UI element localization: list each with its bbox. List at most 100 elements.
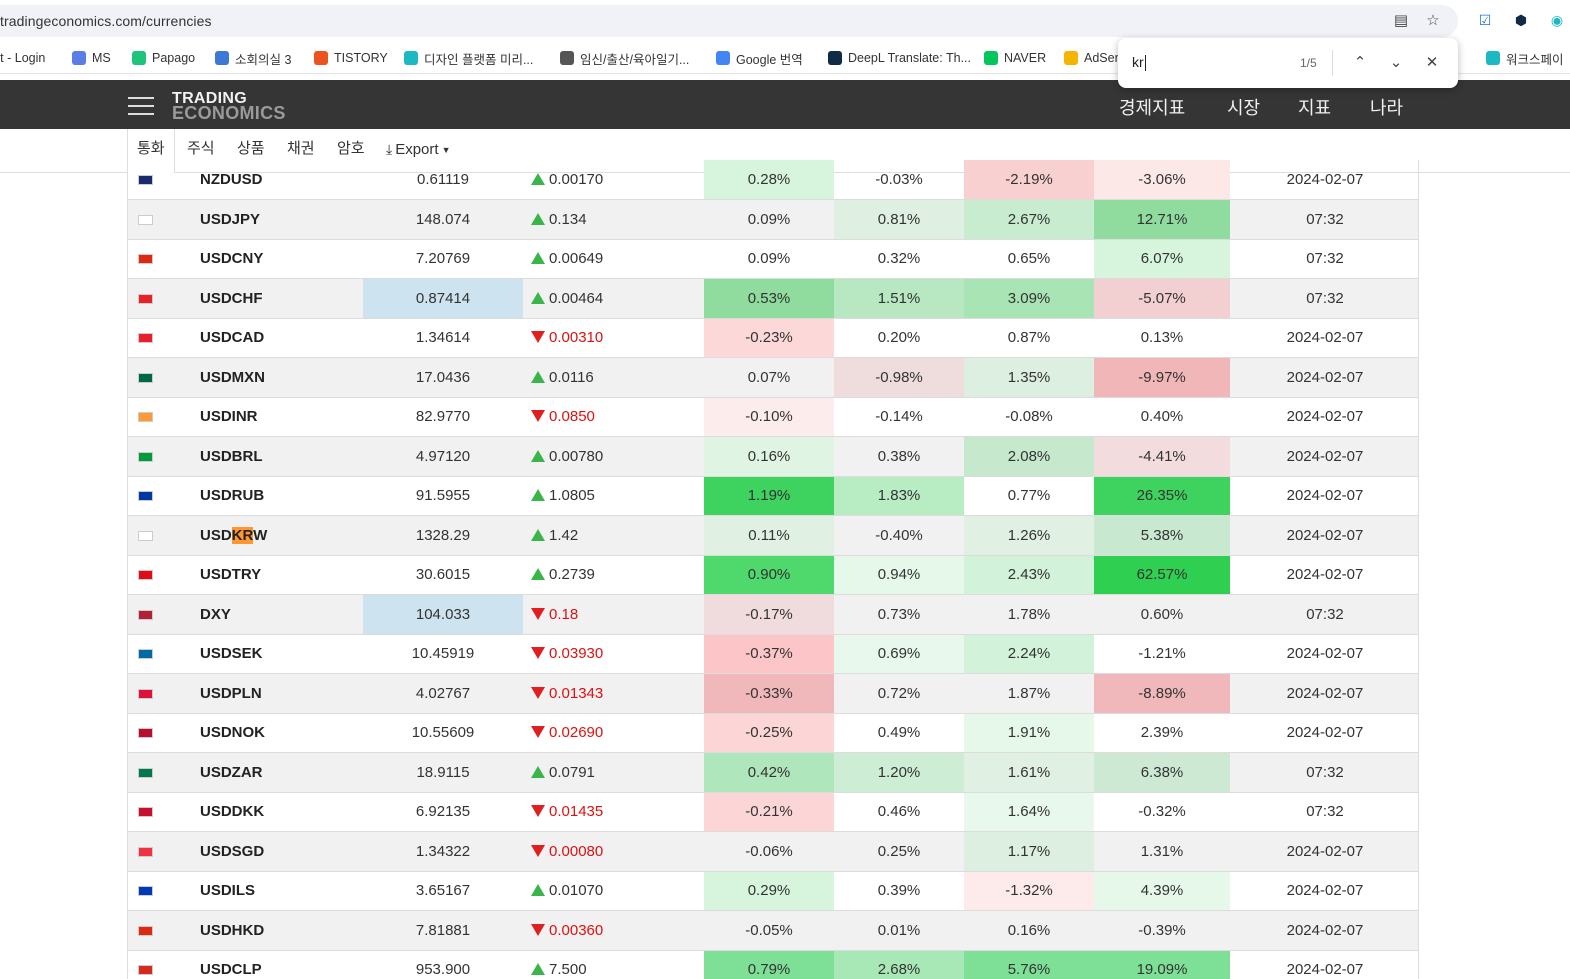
bookmark-label: Google 번역 <box>736 52 803 67</box>
symbol-link[interactable]: DXY <box>200 605 231 623</box>
tab-stocks[interactable]: 주식 <box>187 140 215 157</box>
nav-markets[interactable]: 시장 <box>1227 98 1261 118</box>
table-row[interactable]: USDMXN 17.0436 0.0116 0.07% -0.98% 1.35% -9.97… <box>128 357 1418 397</box>
table-row[interactable]: USDPLN 4.02767 0.01343 -0.33% 0.72% 1.87% -8.8… <box>128 673 1418 713</box>
table-row[interactable]: USDSGD 1.34322 0.00080 -0.06% 0.25% 1.17% 1.31… <box>128 831 1418 871</box>
bookmark-item[interactable]: Google 번역 <box>716 49 803 67</box>
find-next-icon[interactable]: ⌄ <box>1389 54 1403 71</box>
bookmark-item[interactable]: NAVER <box>984 49 1046 67</box>
symbol-link[interactable]: USDZAR <box>200 763 263 781</box>
flag-cell <box>128 555 163 595</box>
symbol-link[interactable]: USDDKK <box>200 803 265 821</box>
table-row[interactable]: USDHKD 7.81881 0.00360 -0.05% 0.01% 0.16% -0.3… <box>128 910 1418 951</box>
profile-icon[interactable]: ◉ <box>1550 12 1564 28</box>
arrow-up-icon <box>531 370 545 383</box>
table-row[interactable]: USDRUB 91.5955 1.0805 1.19% 1.83% 0.77% 26.35%… <box>128 476 1418 516</box>
bookmark-item[interactable]: TISTORY <box>314 49 388 67</box>
percent-change-cell: 0.09% <box>747 210 791 228</box>
symbol-link[interactable]: USDRUB <box>200 487 265 505</box>
export-dropdown[interactable]: ⤓ Export ▼ <box>386 141 451 158</box>
symbol-link[interactable]: USDCAD <box>200 329 265 347</box>
country-flag-icon <box>138 609 153 620</box>
bookmark-item[interactable]: Papago <box>132 49 195 67</box>
symbol-link[interactable]: USDPLN <box>200 684 262 702</box>
percent-change-cell: 2.39% <box>1140 724 1184 742</box>
symbol-link[interactable]: USDHKD <box>200 921 265 939</box>
page-search-icon[interactable]: ▤ <box>1393 12 1409 29</box>
table-row[interactable]: USDCHF 0.87414 0.00464 0.53% 1.51% 3.09% -5.07… <box>128 278 1418 318</box>
table-row[interactable]: USDZAR 18.9115 0.0791 0.42% 1.20% 1.61% 6.38% 0… <box>128 752 1418 792</box>
bookmark-item[interactable]: DeepL Translate: Th... <box>828 49 971 67</box>
deepl-extension-icon[interactable]: ⬢ <box>1514 12 1528 28</box>
table-row[interactable]: USDNOK 10.55609 0.02690 -0.25% 0.49% 1.91% 2.3… <box>128 713 1418 753</box>
flag-cell <box>128 911 163 951</box>
table-row[interactable]: USDJPY 148.074 0.134 0.09% 0.81% 2.67% 12.71% 0… <box>128 199 1418 239</box>
country-flag-icon <box>138 412 153 423</box>
table-row[interactable]: USDBRL 4.97120 0.00780 0.16% 0.38% 2.08% -4.41… <box>128 436 1418 476</box>
percent-change-cell: 2.08% <box>964 436 1094 476</box>
arrow-up-icon <box>531 884 545 897</box>
tab-crypto[interactable]: 암호 <box>337 140 365 157</box>
nav-indicators[interactable]: 경제지표 <box>1119 98 1186 118</box>
symbol-link[interactable]: USDKRW <box>200 526 268 544</box>
menu-icon[interactable] <box>128 97 154 115</box>
table-row[interactable]: USDCNY 7.20769 0.00649 0.09% 0.32% 0.65% 6.07%… <box>128 239 1418 279</box>
symbol-link[interactable]: USDMXN <box>200 368 266 386</box>
tab-currencies[interactable]: 통화 <box>127 129 175 173</box>
change-cell: 7.500 <box>523 950 704 979</box>
change-cell: 1.0805 <box>523 476 704 516</box>
bookmark-star-icon[interactable]: ☆ <box>1426 12 1440 29</box>
url-text[interactable]: tradingeconomics.com/currencies <box>0 13 212 29</box>
symbol-link[interactable]: USDINR <box>200 408 258 426</box>
percent-change-cell: 6.38% <box>1094 752 1230 792</box>
percent-change-cell: 0.69% <box>834 634 964 674</box>
bookmark-label: TISTORY <box>334 51 388 65</box>
checkbox-extension-icon[interactable]: ☑ <box>1478 12 1492 28</box>
symbol-link[interactable]: USDCHF <box>200 289 263 307</box>
find-previous-icon[interactable]: ⌃ <box>1353 54 1367 71</box>
bookmark-item[interactable]: 임신/출산/육아일기... <box>560 49 689 67</box>
table-row[interactable]: USDKRW 1328.29 1.42 0.11% -0.40% 1.26% 5.38% 20… <box>128 515 1418 555</box>
bookmark-label: 소회의실 3 <box>235 52 292 67</box>
bookmark-label: DeepL Translate: Th... <box>848 51 971 65</box>
bookmark-item[interactable]: AdSen <box>1064 49 1122 67</box>
symbol-link[interactable]: USDCNY <box>200 250 264 268</box>
table-row[interactable]: DXY 104.033 0.18 -0.17% 0.73% 1.78% 0.60% 07:32 <box>128 594 1418 634</box>
nav-countries[interactable]: 나라 <box>1370 98 1404 118</box>
percent-change-cell: 0.07% <box>747 368 791 386</box>
symbol-link[interactable]: USDNOK <box>200 724 266 742</box>
table-row[interactable]: USDDKK 6.92135 0.01435 -0.21% 0.46% 1.64% -0.3… <box>128 792 1418 832</box>
table-row[interactable]: USDTRY 30.6015 0.2739 0.90% 0.94% 2.43% 62.57%… <box>128 555 1418 595</box>
symbol-link[interactable]: USDBRL <box>200 447 263 465</box>
tab-bonds[interactable]: 채권 <box>287 140 315 157</box>
table-row[interactable]: USDCAD 1.34614 0.00310 -0.23% 0.20% 0.87% 0.13… <box>128 318 1418 358</box>
symbol-link[interactable]: USDCLP <box>200 961 262 979</box>
table-row[interactable]: USDILS 3.65167 0.01070 0.29% 0.39% -1.32% 4.39… <box>128 871 1418 911</box>
change-cell: 0.00360 <box>523 911 704 951</box>
symbol-link[interactable]: NZDUSD <box>200 171 263 188</box>
symbol-link[interactable]: USDSEK <box>200 645 263 663</box>
bookmark-item[interactable]: rt - Login <box>0 49 45 67</box>
symbol-link[interactable]: USDSGD <box>200 842 265 860</box>
arrow-down-icon <box>531 805 545 818</box>
table-row[interactable]: USDCLP 953.900 7.500 0.79% 2.68% 5.76% 19.09% 2… <box>128 950 1418 979</box>
percent-change-cell: -0.21% <box>704 792 834 832</box>
bookmark-item[interactable]: 디자인 플랫폼 미리... <box>404 49 533 67</box>
symbol-link[interactable]: USDILS <box>200 882 256 900</box>
symbol-link[interactable]: USDJPY <box>200 210 261 228</box>
table-row[interactable]: NZDUSD 0.61119 0.00170 0.28% -0.03% -2.19% -3.… <box>128 160 1418 200</box>
table-row[interactable]: USDINR 82.9770 0.0850 -0.10% -0.14% -0.08% 0.4… <box>128 397 1418 437</box>
date-cell: 07:32 <box>1306 605 1344 623</box>
nav-data[interactable]: 지표 <box>1298 98 1332 118</box>
flag-cell <box>128 871 163 911</box>
table-row[interactable]: USDSEK 10.45919 0.03930 -0.37% 0.69% 2.24% -1.… <box>128 634 1418 674</box>
find-close-icon[interactable]: ✕ <box>1425 54 1439 71</box>
bookmark-item[interactable]: 소회의실 3 <box>215 49 291 67</box>
bookmark-item[interactable]: 워크스페이 <box>1486 49 1564 67</box>
bookmark-item[interactable]: MS <box>72 49 111 67</box>
address-bar[interactable]: tradingeconomics.com/currencies ▤ ☆ <box>0 5 1458 37</box>
site-logo[interactable]: TRADING ECONOMICS <box>172 90 286 123</box>
symbol-link[interactable]: USDTRY <box>200 566 262 584</box>
tab-commodities[interactable]: 상품 <box>237 140 265 157</box>
find-input[interactable]: kr <box>1132 54 1146 72</box>
